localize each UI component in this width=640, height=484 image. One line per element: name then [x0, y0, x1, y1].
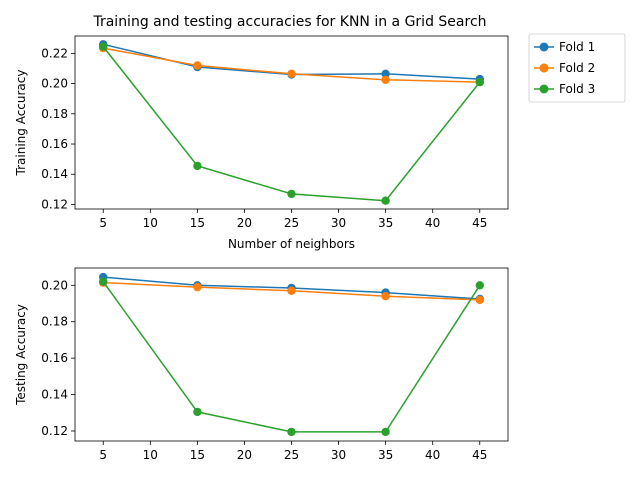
train-y-tick-label-0.14: 0.14 [41, 167, 68, 181]
train-y-tick-label-0.20: 0.20 [41, 77, 68, 91]
legend-label-fold-3: Fold 3 [559, 82, 595, 96]
legend-marker-fold-2 [539, 63, 549, 73]
test-x-tick-label-5: 5 [99, 448, 107, 462]
test-point-fold-2-x45 [475, 295, 484, 305]
train-x-tick-label-5: 5 [99, 216, 107, 230]
train-point-fold-2-x15 [193, 61, 202, 70]
test-point-fold-2-x35 [381, 292, 390, 301]
train-x-tick-label-45: 45 [472, 216, 487, 230]
test-y-tick-label-0.12: 0.12 [41, 424, 68, 438]
train-point-fold-3-x35 [381, 196, 390, 205]
train-point-fold-1-x35 [381, 69, 390, 79]
test-x-tick-label-40: 40 [425, 448, 440, 462]
train-x-tick-label-25: 25 [284, 216, 299, 230]
testing-accuracy-plot: 5 10 15 20 25 30 35 40 45 0.12 0.14 0.16 0.18 0.20 Tes… [14, 267, 509, 462]
test-y-tick-label-0.18: 0.18 [41, 315, 68, 329]
train-axes-frame [74, 35, 509, 210]
test-point-fold-3-x45 [475, 281, 484, 290]
test-point-fold-3-x5 [99, 277, 108, 286]
test-y-tick-label-0.20: 0.20 [41, 278, 68, 292]
test-x-tick-label-25: 25 [284, 448, 299, 462]
legend-label-fold-1: Fold 1 [559, 40, 595, 54]
train-x-tick-label-15: 15 [190, 216, 205, 230]
legend-frame [528, 33, 626, 103]
train-x-tick-label-10: 10 [143, 216, 158, 230]
train-y-axis-label: Training Accuracy [14, 70, 28, 177]
train-point-fold-3-x15 [193, 161, 202, 171]
train-point-fold-3-x25 [287, 189, 296, 199]
test-point-fold-2-x15 [193, 282, 202, 292]
train-y-tick-label-0.22: 0.22 [41, 46, 68, 60]
test-x-tick-label-20: 20 [237, 448, 252, 462]
test-point-fold-3-x35 [381, 427, 390, 437]
train-x-tick-label-40: 40 [425, 216, 440, 230]
train-point-fold-3-x45 [475, 77, 484, 87]
test-y-tick-label-0.16: 0.16 [41, 351, 68, 365]
test-x-tick-label-45: 45 [472, 448, 487, 462]
train-y-tick-label-0.16: 0.16 [41, 137, 68, 151]
test-point-fold-3-x25 [287, 427, 296, 437]
legend-label-fold-2: Fold 2 [559, 61, 595, 75]
legend-item-fold-1: Fold 1 [534, 40, 595, 54]
train-y-tick-label-0.12: 0.12 [41, 197, 68, 211]
legend-item-fold-2: Fold 2 [534, 61, 595, 75]
training-accuracy-plot: 5 10 15 20 25 30 35 40 45 0.12 0.14 0.16 0.18 0.20 0.2… [14, 35, 509, 251]
test-y-axis-label: Testing Accuracy [14, 304, 28, 406]
train-point-fold-3-x5 [99, 42, 108, 51]
legend-marker-fold-3 [539, 84, 549, 94]
test-point-fold-2-x25 [287, 286, 296, 295]
test-point-fold-3-x15 [193, 407, 202, 417]
train-x-axis-label: Number of neighbors [228, 237, 355, 251]
test-x-tick-label-10: 10 [143, 448, 158, 462]
test-series-line-fold-3 [102, 281, 481, 433]
chart-title: Training and testing accuracies for KNN … [92, 14, 486, 30]
test-x-tick-label-30: 30 [331, 448, 346, 462]
legend: Fold 1 Fold 2 Fold 3 [528, 33, 626, 103]
train-x-tick-label-20: 20 [237, 216, 252, 230]
train-point-fold-2-x35 [381, 75, 390, 85]
train-y-tick-label-0.18: 0.18 [41, 107, 68, 121]
train-x-tick-label-35: 35 [378, 216, 393, 230]
train-point-fold-2-x25 [287, 69, 296, 79]
test-x-tick-label-35: 35 [378, 448, 393, 462]
legend-marker-fold-1 [539, 42, 549, 52]
test-x-tick-label-15: 15 [190, 448, 205, 462]
test-y-tick-label-0.14: 0.14 [41, 388, 68, 402]
legend-item-fold-3: Fold 3 [534, 82, 595, 96]
train-x-tick-label-30: 30 [331, 216, 346, 230]
